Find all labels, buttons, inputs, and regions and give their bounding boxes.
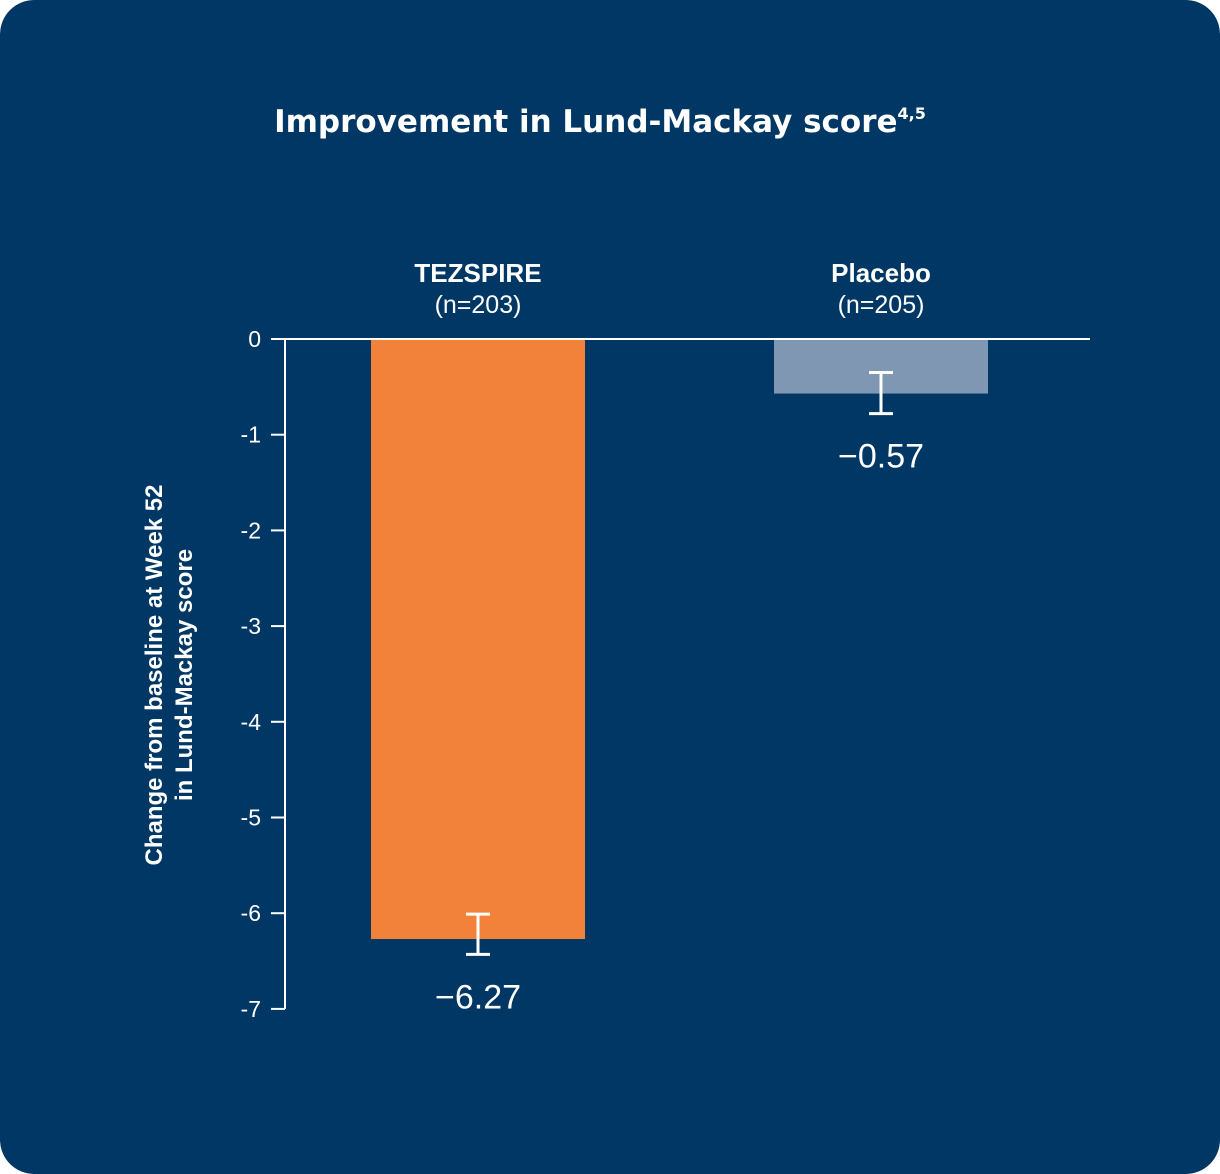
category-n-label: (n=203) [435,291,522,319]
y-tick-label: -3 [241,613,261,639]
y-tick-label: -4 [241,709,262,735]
y-axis-label-line-2: in Lund-Mackay score [171,549,198,801]
data-label: −0.57 [838,438,924,476]
category-n-label: (n=205) [838,291,925,319]
data-label: −6.27 [435,978,521,1016]
y-axis-label: Change from baseline at Week 52 in Lund-… [141,484,198,865]
y-tick-label: -1 [241,422,261,448]
y-axis-label-line-1: Change from baseline at Week 52 [141,484,168,865]
bar-tezspire [371,339,585,940]
category-label: TEZSPIRE [414,258,541,288]
category-label: Placebo [831,258,931,288]
y-tick-label: -7 [241,996,261,1022]
y-tick-label: -6 [241,900,261,926]
y-tick-label: -2 [241,517,261,543]
chart-title: Improvement in Lund-Mackay score4,5 [274,104,926,140]
plot-area: 0 -1 -2 -3 -4 -5 -6 -7 −6.27 −0.57 TEZSPIRE (n=203)… [241,258,1090,1022]
chart-title-superscript: 4,5 [898,104,926,123]
y-tick-label: -5 [241,805,261,831]
chart-title-text: Improvement in Lund-Mackay score [274,104,897,140]
y-tick-label: 0 [248,326,261,352]
